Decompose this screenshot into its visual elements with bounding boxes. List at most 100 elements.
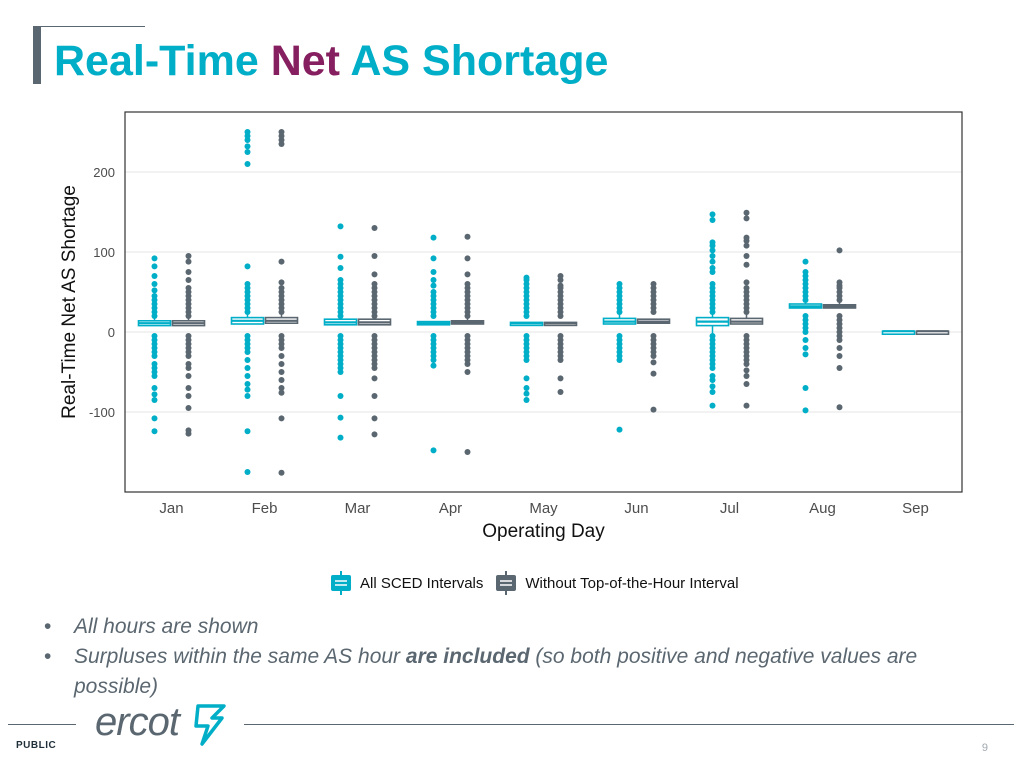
- outlier-point: [557, 277, 564, 283]
- outlier-point: [244, 263, 251, 270]
- outlier-point: [278, 258, 285, 265]
- outlier-point: [244, 149, 251, 155]
- outlier-point: [278, 141, 285, 147]
- outlier-point: [802, 258, 809, 265]
- outlier-point: [709, 253, 716, 259]
- outlier-point: [337, 414, 344, 421]
- outlier-point: [244, 161, 251, 167]
- outlier-point: [185, 393, 192, 399]
- outlier-point: [185, 385, 192, 391]
- title-part-3: AS Shortage: [339, 37, 609, 85]
- outlier-point: [709, 383, 716, 390]
- outlier-point: [430, 447, 437, 454]
- outlier-point: [709, 309, 716, 315]
- outlier-point: [802, 407, 809, 414]
- outlier-point: [151, 353, 158, 359]
- outlier-point: [278, 369, 285, 375]
- outlier-point: [337, 393, 344, 399]
- outlier-point: [185, 277, 192, 283]
- outlier-point: [709, 269, 716, 275]
- legend-label-all: All SCED Intervals: [360, 574, 484, 592]
- outlier-point: [743, 209, 750, 216]
- outlier-point: [185, 365, 192, 371]
- outlier-point: [743, 367, 750, 374]
- outlier-point: [244, 309, 251, 315]
- outlier-point: [371, 365, 378, 371]
- chart-legend: All SCED Intervals Without Top-of-the-Ho…: [330, 571, 751, 595]
- outlier-point: [244, 357, 251, 363]
- outlier-point: [430, 362, 437, 369]
- outlier-point: [371, 225, 378, 231]
- note-text-post: (so both positive and negative values ar…: [74, 645, 918, 698]
- ercot-logo: ercot: [95, 700, 180, 744]
- outlier-point: [743, 402, 750, 409]
- outlier-point: [743, 373, 750, 379]
- title-part-accent: Net: [270, 37, 340, 85]
- outlier-point: [523, 385, 530, 391]
- legend-label-without: Without Top-of-the-Hour Interval: [525, 574, 739, 592]
- outlier-point: [151, 391, 158, 398]
- outlier-point: [430, 357, 437, 363]
- outlier-point: [185, 353, 192, 359]
- outlier-point: [151, 415, 158, 422]
- outlier-point: [244, 137, 251, 143]
- outlier-point: [278, 377, 285, 383]
- note-text: All hours are shown: [74, 615, 259, 638]
- outlier-point: [244, 373, 251, 379]
- footer-rule-right: [244, 724, 1014, 725]
- outlier-point: [244, 381, 251, 387]
- notes-list: • All hours are shown • Surpluses within…: [40, 612, 980, 702]
- legend-swatch-all: [331, 571, 351, 595]
- outlier-point: [836, 337, 843, 343]
- outlier-point: [244, 386, 251, 393]
- outlier-point: [337, 369, 344, 375]
- outlier-point: [151, 313, 158, 319]
- outlier-point: [278, 309, 285, 315]
- outlier-point: [278, 279, 285, 286]
- outlier-point: [151, 263, 158, 270]
- outlier-point: [709, 402, 716, 409]
- outlier-point: [743, 215, 750, 222]
- note-item: • Surpluses within the same AS hour are …: [40, 642, 980, 702]
- outlier-point: [709, 365, 716, 371]
- y-axis-title: Real-Time Net AS Shortage: [59, 185, 80, 419]
- outlier-point: [151, 255, 158, 262]
- outlier-point: [151, 273, 158, 279]
- outlier-point: [557, 313, 564, 319]
- outlier-point: [244, 143, 251, 150]
- outlier-point: [836, 345, 843, 351]
- outlier-point: [802, 385, 809, 391]
- x-tick-label: Jan: [159, 500, 183, 517]
- outlier-point: [430, 255, 437, 262]
- outlier-point: [709, 217, 716, 223]
- outlier-point: [151, 373, 158, 379]
- outlier-point: [464, 313, 471, 319]
- outlier-point: [743, 381, 750, 387]
- outlier-point: [802, 329, 809, 335]
- outlier-point: [337, 313, 344, 319]
- x-tick-label: Mar: [345, 500, 371, 517]
- outlier-point: [278, 415, 285, 422]
- outlier-point: [743, 279, 750, 286]
- outlier-point: [802, 351, 809, 358]
- outlier-point: [464, 271, 471, 278]
- outlier-point: [802, 337, 809, 343]
- x-tick-label: Sep: [902, 500, 929, 517]
- outlier-point: [430, 234, 437, 241]
- page-title: Real-Time Net AS Shortage: [54, 36, 608, 86]
- outlier-point: [650, 370, 657, 377]
- outlier-point: [278, 361, 285, 367]
- outlier-point: [464, 361, 471, 367]
- outlier-point: [743, 242, 750, 249]
- ercot-logo-mark-icon: [194, 704, 226, 746]
- outlier-point: [650, 309, 657, 315]
- outlier-point: [371, 415, 378, 422]
- outlier-point: [709, 247, 716, 254]
- outlier-point: [185, 405, 192, 411]
- x-tick-label: Feb: [252, 500, 278, 517]
- outlier-point: [743, 261, 750, 268]
- outlier-point: [185, 430, 192, 437]
- title-accent-bar: [33, 26, 41, 84]
- x-tick-label: Jun: [624, 500, 648, 517]
- outlier-point: [743, 253, 750, 259]
